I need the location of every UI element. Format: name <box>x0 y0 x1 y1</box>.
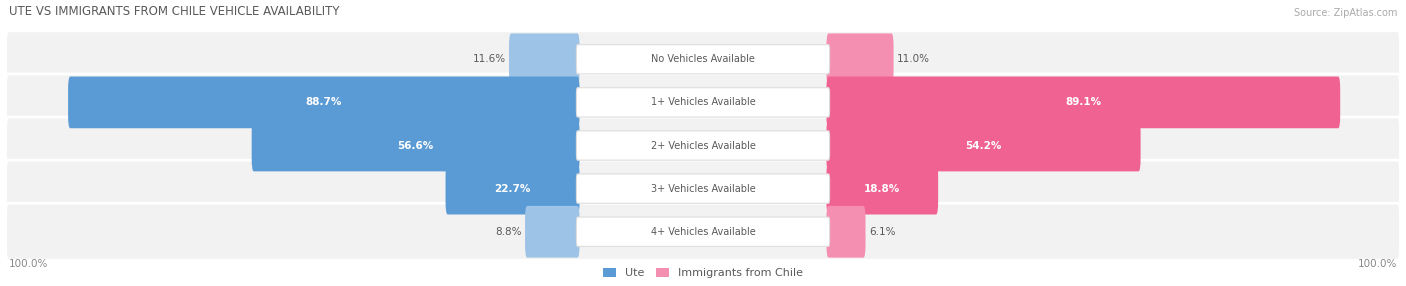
Text: 89.1%: 89.1% <box>1066 98 1101 107</box>
FancyBboxPatch shape <box>576 131 830 160</box>
Text: 6.1%: 6.1% <box>869 227 896 237</box>
Text: 8.8%: 8.8% <box>495 227 522 237</box>
Text: Source: ZipAtlas.com: Source: ZipAtlas.com <box>1294 8 1398 18</box>
FancyBboxPatch shape <box>576 88 830 117</box>
FancyBboxPatch shape <box>509 33 579 85</box>
Legend: Ute, Immigrants from Chile: Ute, Immigrants from Chile <box>599 263 807 283</box>
Text: No Vehicles Available: No Vehicles Available <box>651 54 755 64</box>
Text: 2+ Vehicles Available: 2+ Vehicles Available <box>651 140 755 150</box>
Text: 22.7%: 22.7% <box>495 184 530 194</box>
FancyBboxPatch shape <box>576 174 830 203</box>
FancyBboxPatch shape <box>252 120 579 171</box>
Text: 88.7%: 88.7% <box>305 98 342 107</box>
Text: 4+ Vehicles Available: 4+ Vehicles Available <box>651 227 755 237</box>
FancyBboxPatch shape <box>67 77 579 128</box>
Text: 56.6%: 56.6% <box>398 140 433 150</box>
Text: UTE VS IMMIGRANTS FROM CHILE VEHICLE AVAILABILITY: UTE VS IMMIGRANTS FROM CHILE VEHICLE AVA… <box>8 5 339 18</box>
FancyBboxPatch shape <box>576 217 830 247</box>
Text: 54.2%: 54.2% <box>966 140 1001 150</box>
FancyBboxPatch shape <box>6 74 1400 131</box>
FancyBboxPatch shape <box>827 206 866 258</box>
FancyBboxPatch shape <box>827 163 938 214</box>
Text: 1+ Vehicles Available: 1+ Vehicles Available <box>651 98 755 107</box>
Text: 100.0%: 100.0% <box>1358 259 1398 269</box>
Text: 11.6%: 11.6% <box>472 54 506 64</box>
Text: 3+ Vehicles Available: 3+ Vehicles Available <box>651 184 755 194</box>
FancyBboxPatch shape <box>827 33 894 85</box>
FancyBboxPatch shape <box>6 203 1400 260</box>
FancyBboxPatch shape <box>6 117 1400 174</box>
FancyBboxPatch shape <box>576 45 830 74</box>
Text: 11.0%: 11.0% <box>897 54 929 64</box>
FancyBboxPatch shape <box>6 31 1400 88</box>
FancyBboxPatch shape <box>446 163 579 214</box>
Text: 100.0%: 100.0% <box>8 259 48 269</box>
FancyBboxPatch shape <box>6 160 1400 217</box>
Text: 18.8%: 18.8% <box>865 184 900 194</box>
FancyBboxPatch shape <box>827 120 1140 171</box>
FancyBboxPatch shape <box>827 77 1340 128</box>
FancyBboxPatch shape <box>524 206 579 258</box>
